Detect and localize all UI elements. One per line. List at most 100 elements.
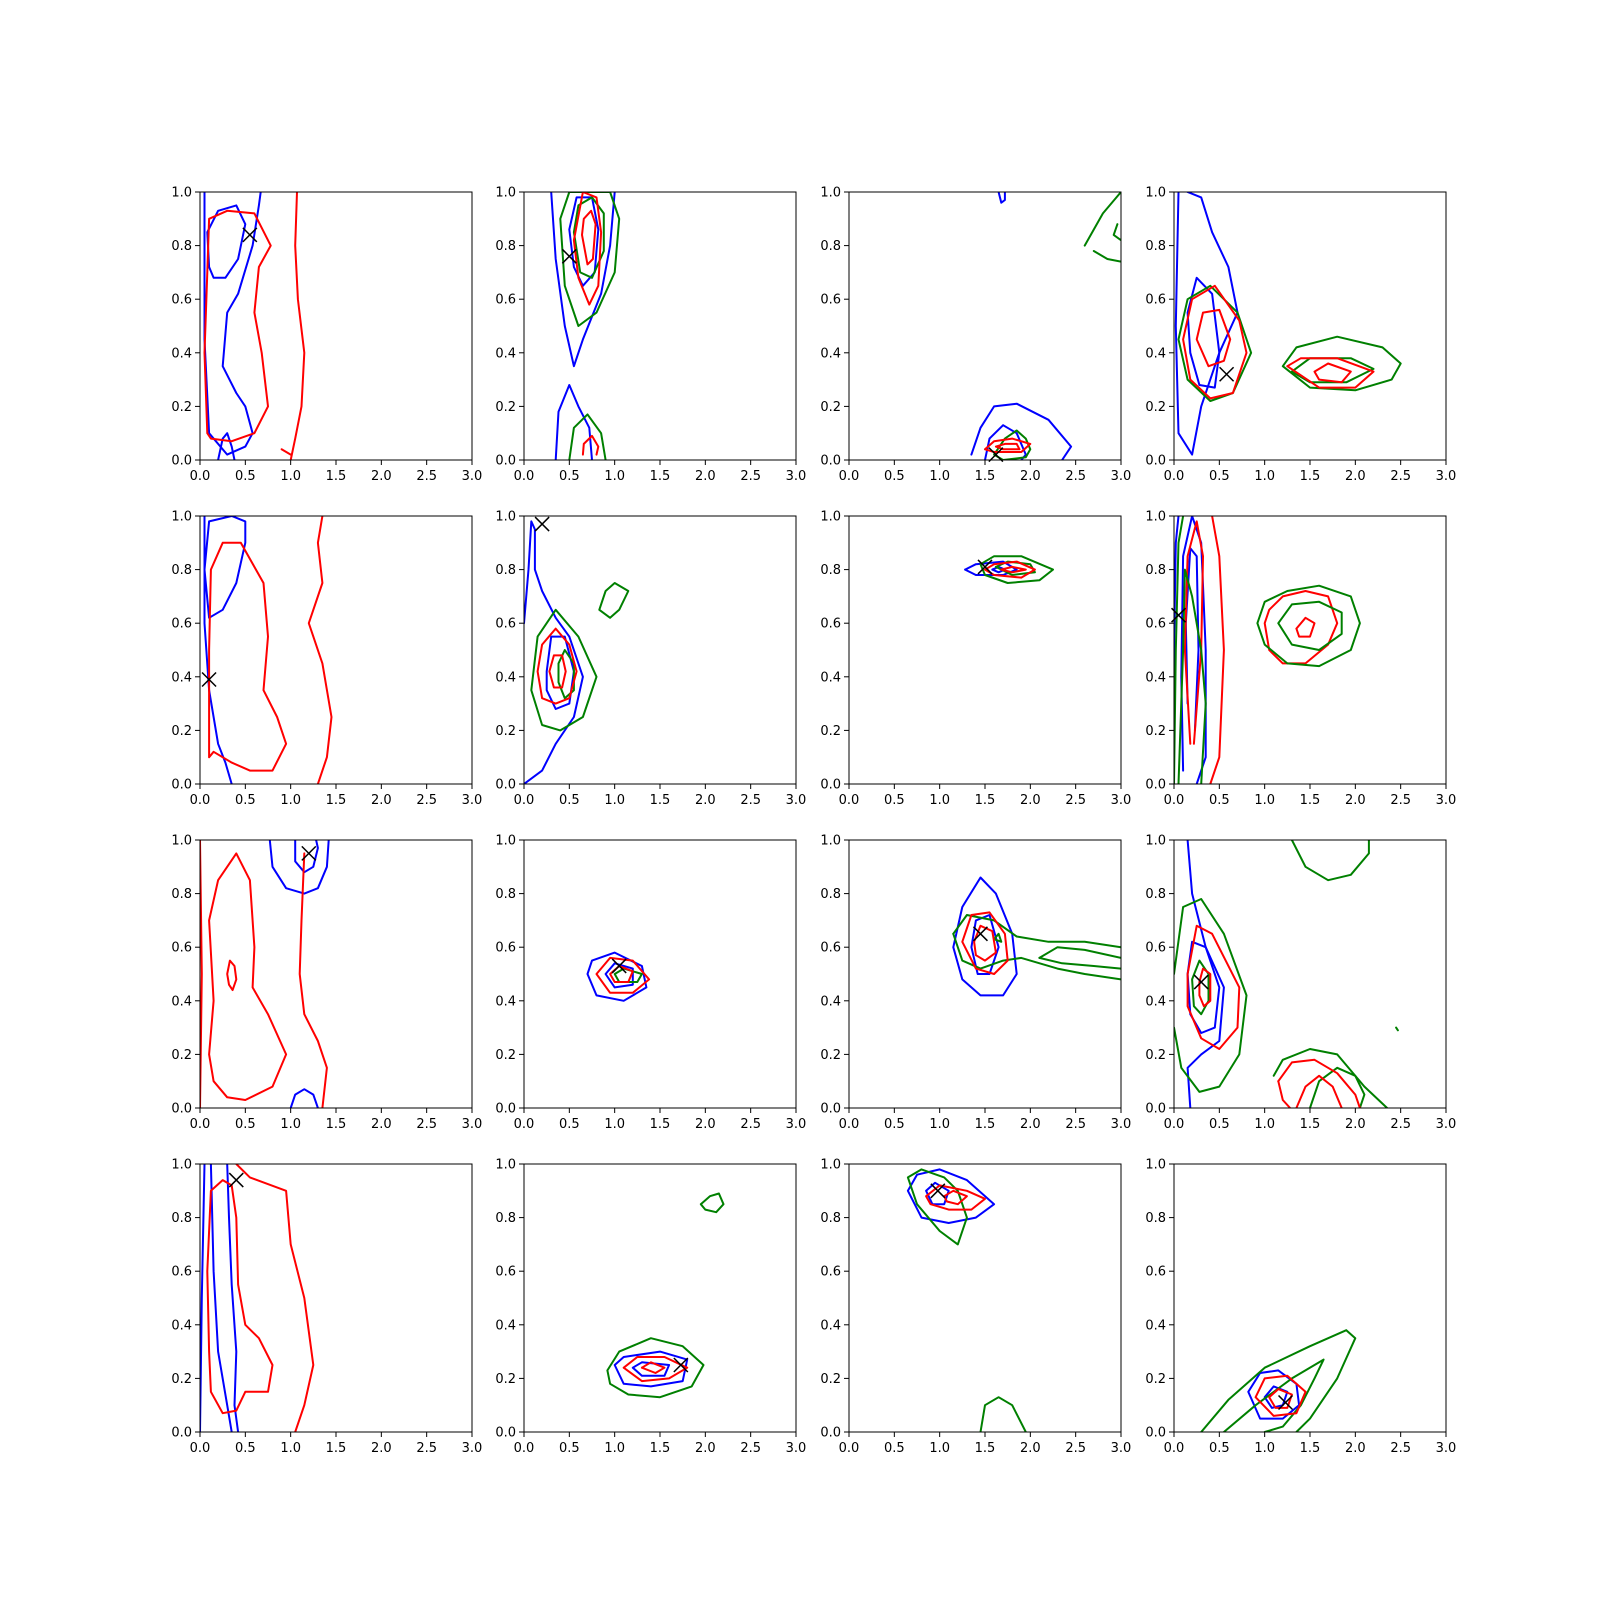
red-contour-line	[206, 1179, 274, 1415]
red-contour-line	[581, 209, 597, 266]
subplot-r2-c3: 0.0 0.5 1.0 1.5 2.0 2.5 3.0 0.0 0.2 0.4 0.6 0.8 1.0	[1145, 834, 1456, 1133]
x-tick-label: 1.0	[604, 1117, 625, 1132]
plot-area	[203, 516, 333, 784]
green-contour-line	[1177, 568, 1207, 784]
red-contour-line	[1000, 565, 1027, 574]
x-tick-label: 1.5	[326, 469, 347, 484]
green-contour-line	[1092, 250, 1121, 263]
y-tick-label: 0.6	[171, 941, 192, 956]
y-tick-label: 0.6	[820, 941, 841, 956]
blue-contour-line	[289, 1088, 319, 1108]
x-tick-label: 2.5	[740, 469, 761, 484]
y-tick-label: 0.2	[1145, 1372, 1166, 1387]
y-tick-label: 0.4	[495, 670, 516, 685]
x-tick-label: 1.5	[1300, 1117, 1321, 1132]
y-tick-label: 0.4	[1145, 670, 1166, 685]
x-tick-label: 2.5	[740, 1441, 761, 1456]
x-marker	[972, 926, 988, 942]
x-tick-label: 0.5	[559, 793, 580, 808]
green-contour-line	[1083, 192, 1121, 247]
x-tick-label: 3.0	[462, 1117, 483, 1132]
green-contour-line	[952, 914, 1121, 949]
green-contour-line	[1038, 956, 1121, 970]
plot-area	[586, 951, 651, 1002]
y-tick-label: 0.0	[1145, 1102, 1166, 1117]
y-tick-label: 0.2	[1145, 400, 1166, 415]
blue-contour-line	[631, 1361, 671, 1377]
green-contour-line	[559, 192, 621, 327]
x-tick-label: 1.0	[929, 1117, 950, 1132]
blue-contour-line	[217, 432, 236, 460]
blue-contour-line	[550, 192, 616, 368]
y-tick-label: 1.0	[1145, 834, 1166, 849]
y-tick-label: 0.6	[495, 941, 516, 956]
green-contour-line	[1174, 898, 1248, 1093]
x-tick-label: 3.0	[786, 793, 807, 808]
subplot-r3-c2: 0.0 0.5 1.0 1.5 2.0 2.5 3.0 0.0 0.2 0.4 0.6 0.8 1.0	[820, 1158, 1131, 1457]
red-contour-line	[1277, 1080, 1292, 1108]
y-tick-label: 0.4	[820, 1318, 841, 1333]
blue-contour-line	[203, 516, 247, 619]
y-tick-label: 0.2	[171, 724, 192, 739]
plot-area	[970, 192, 1121, 460]
x-tick-label: 3.0	[1436, 469, 1457, 484]
x-tick-label: 3.0	[462, 469, 483, 484]
plot-area	[952, 876, 1121, 997]
red-contour-line	[208, 541, 288, 772]
blue-contour-line	[554, 384, 593, 460]
blue-contour-line	[203, 516, 233, 784]
blue-contour-line	[1174, 192, 1239, 456]
x-tick-label: 3.0	[786, 1441, 807, 1456]
blue-contour-line	[1180, 516, 1207, 784]
y-tick-label: 0.6	[820, 617, 841, 632]
x-tick-label: 2.5	[1390, 793, 1411, 808]
subplot-r1-c3: 0.0 0.5 1.0 1.5 2.0 2.5 3.0 0.0 0.2 0.4 0.6 0.8 1.0	[1145, 510, 1456, 809]
y-tick-label: 0.4	[1145, 1318, 1166, 1333]
red-contour-line	[1183, 520, 1204, 745]
y-tick-label: 1.0	[171, 834, 192, 849]
plot-area	[906, 1168, 1027, 1432]
blue-contour-line	[997, 192, 1006, 204]
x-tick-label: 0.5	[884, 1441, 905, 1456]
axes-frame	[199, 839, 473, 1109]
green-contour-line	[699, 1192, 725, 1214]
red-contour-line	[1286, 357, 1375, 389]
red-contour-line	[1313, 362, 1352, 384]
y-tick-label: 0.8	[495, 1211, 516, 1226]
y-tick-label: 0.0	[171, 454, 192, 469]
y-tick-label: 0.0	[820, 1426, 841, 1441]
subplot-r0-c2: 0.0 0.5 1.0 1.5 2.0 2.5 3.0 0.0 0.2 0.4 0.6 0.8 1.0	[820, 186, 1131, 485]
blue-contour-line	[294, 840, 319, 874]
green-contour-line	[1222, 1358, 1325, 1432]
green-contour-line	[568, 413, 607, 460]
x-tick-label: 2.0	[1345, 469, 1366, 484]
blue-contour-line	[970, 914, 1000, 975]
x-marker	[201, 671, 217, 688]
y-tick-label: 1.0	[495, 1158, 516, 1173]
x-tick-label: 0.0	[839, 1441, 860, 1456]
axes-frame	[523, 839, 797, 1109]
y-tick-label: 0.0	[820, 778, 841, 793]
x-tick-label: 0.5	[884, 1117, 905, 1132]
y-tick-label: 0.4	[171, 346, 192, 361]
y-tick-label: 0.4	[171, 1318, 192, 1333]
y-tick-label: 0.2	[820, 1048, 841, 1063]
axes-frame	[1173, 515, 1447, 785]
blue-contour-line	[206, 204, 247, 279]
green-contour-line	[979, 555, 1054, 584]
red-contour-line	[1268, 1388, 1293, 1409]
x-tick-label: 0.0	[514, 793, 535, 808]
x-tick-label: 1.5	[975, 793, 996, 808]
x-tick-label: 2.0	[695, 1441, 716, 1456]
x-tick-label: 0.5	[235, 1441, 256, 1456]
blue-contour-line	[613, 1350, 689, 1388]
y-tick-label: 1.0	[171, 1158, 192, 1173]
green-contour-line	[1256, 584, 1361, 668]
y-tick-label: 0.6	[171, 617, 192, 632]
red-contour-line	[581, 434, 600, 456]
x-tick-label: 0.5	[559, 1441, 580, 1456]
y-tick-label: 0.6	[820, 293, 841, 308]
y-tick-label: 1.0	[1145, 1158, 1166, 1173]
red-contour-line	[226, 959, 238, 992]
